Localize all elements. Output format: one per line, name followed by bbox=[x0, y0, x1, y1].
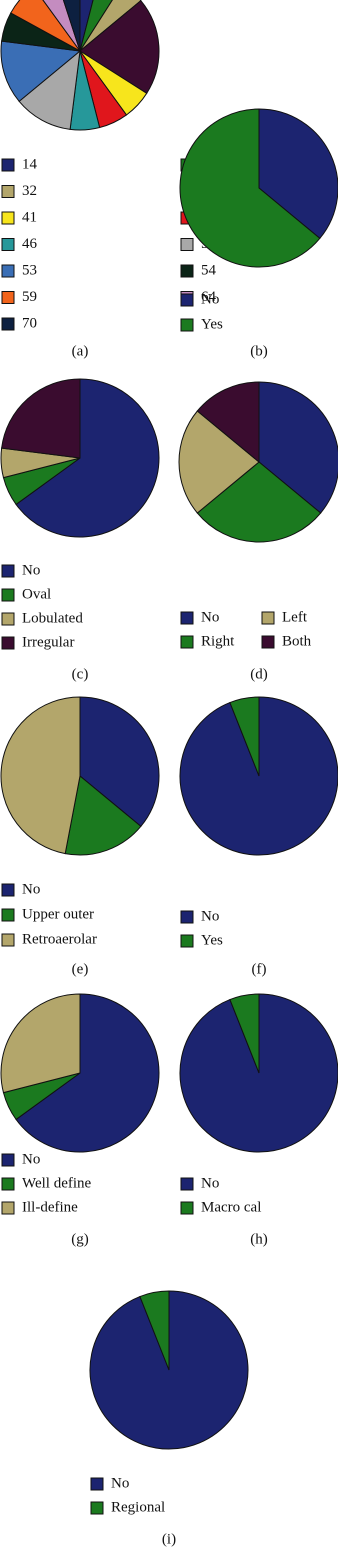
legend-label: Ill-define bbox=[22, 1199, 78, 1215]
legend-label: Oval bbox=[22, 586, 51, 602]
legend-swatch bbox=[1, 883, 15, 897]
legend-label: 59 bbox=[22, 289, 37, 305]
legend-label: No bbox=[201, 609, 219, 625]
pie-slice bbox=[229, 993, 260, 1074]
legend-swatch bbox=[1, 211, 15, 225]
panel-caption: (d) bbox=[250, 666, 268, 682]
legend-swatch bbox=[180, 910, 194, 924]
pie-slice bbox=[42, 0, 81, 52]
pie-slice bbox=[258, 381, 338, 514]
panel-caption: (h) bbox=[250, 1231, 268, 1247]
legend-swatch bbox=[1, 588, 15, 602]
legend-swatch bbox=[1, 185, 15, 198]
legend-label: No bbox=[111, 1475, 129, 1491]
legend-label: Yes bbox=[201, 316, 223, 332]
legend-label: Lobulated bbox=[22, 610, 83, 626]
legend-swatch bbox=[180, 934, 194, 948]
legend-label: 46 bbox=[22, 236, 38, 252]
legend-swatch bbox=[1, 238, 15, 251]
legend-swatch bbox=[1, 317, 15, 331]
pie-slice bbox=[178, 410, 260, 514]
panel-caption: (a) bbox=[72, 343, 89, 359]
legend-swatch bbox=[1, 264, 15, 278]
legend-label: Yes bbox=[201, 932, 223, 948]
pie-slice bbox=[79, 696, 160, 828]
legend-swatch bbox=[1, 1177, 15, 1191]
panel-caption: (e) bbox=[72, 961, 89, 977]
legend-label: No bbox=[201, 908, 219, 924]
legend-swatch bbox=[1, 1153, 15, 1167]
legend-label: Irregular bbox=[22, 634, 74, 650]
legend-label: 53 bbox=[22, 262, 37, 278]
pie-slice bbox=[258, 108, 338, 240]
legend-swatch bbox=[1, 636, 15, 650]
pie-slice bbox=[229, 696, 260, 777]
legend-label: Retroaerolar bbox=[22, 931, 97, 947]
legend-swatch bbox=[1, 933, 15, 947]
panel-caption: (c) bbox=[72, 666, 89, 682]
legend-label: No bbox=[201, 291, 219, 307]
legend-swatch bbox=[1, 1201, 15, 1215]
legend-swatch bbox=[90, 1501, 104, 1515]
pie-slice bbox=[0, 993, 81, 1094]
panel-caption: (f) bbox=[252, 961, 267, 977]
legend-swatch bbox=[261, 611, 275, 625]
pie-slice bbox=[79, 0, 160, 95]
legend-label: 70 bbox=[22, 315, 37, 331]
legend-label: Regional bbox=[111, 1499, 165, 1515]
legend-label: No bbox=[201, 1175, 219, 1191]
legend-label: Macro cal bbox=[201, 1199, 261, 1215]
legend-label: 14 bbox=[22, 156, 38, 172]
pie-slice bbox=[139, 1290, 170, 1371]
pie-slice bbox=[179, 108, 321, 268]
legend-label: 64 bbox=[201, 289, 217, 305]
legend-swatch bbox=[180, 238, 194, 251]
legend-label: No bbox=[22, 881, 40, 897]
legend-swatch bbox=[180, 1177, 194, 1191]
legend-label: Right bbox=[201, 633, 235, 649]
pie-slice bbox=[15, 993, 160, 1153]
pie-slice bbox=[64, 775, 142, 856]
legend-label: Well define bbox=[22, 1175, 92, 1191]
pie-slice bbox=[15, 378, 160, 538]
pie-slice bbox=[10, 0, 81, 52]
legend-swatch bbox=[180, 293, 194, 307]
legend-label: Upper outer bbox=[22, 906, 94, 922]
legend-label: 32 bbox=[22, 183, 37, 199]
legend-swatch bbox=[180, 1201, 194, 1215]
pie-slice bbox=[62, 0, 81, 52]
pie-slice bbox=[0, 696, 81, 855]
legend-swatch bbox=[1, 158, 15, 172]
panel-caption: (i) bbox=[162, 1531, 176, 1547]
legend-swatch bbox=[1, 908, 15, 922]
legend-swatch bbox=[180, 318, 194, 332]
pie-slice bbox=[0, 40, 82, 103]
legend-label: Both bbox=[282, 633, 312, 649]
legend-swatch bbox=[1, 291, 15, 304]
legend-label: 41 bbox=[22, 209, 37, 225]
legend-label: 54 bbox=[201, 262, 217, 278]
legend-swatch bbox=[1, 612, 15, 626]
legend-swatch bbox=[180, 611, 194, 625]
panel-caption: (b) bbox=[250, 343, 268, 359]
pie-slice bbox=[1, 378, 81, 459]
legend-swatch bbox=[90, 1477, 104, 1491]
legend-label: Left bbox=[282, 609, 308, 625]
legend-swatch bbox=[1, 564, 15, 578]
pie-slice bbox=[196, 461, 322, 543]
legend-swatch bbox=[261, 635, 275, 649]
legend-swatch bbox=[180, 264, 194, 278]
pie-slice bbox=[196, 381, 260, 464]
panel-caption: (g) bbox=[71, 1231, 89, 1247]
legend-swatch bbox=[180, 635, 194, 649]
pie-slice bbox=[18, 49, 81, 130]
legend-label: No bbox=[22, 562, 40, 578]
legend-label: No bbox=[22, 1151, 40, 1167]
